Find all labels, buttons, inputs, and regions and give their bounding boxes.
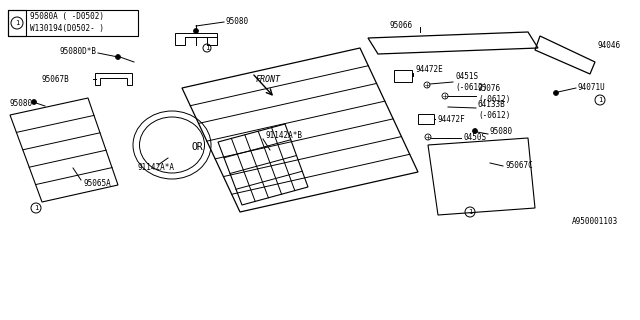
Text: A950001103: A950001103 (572, 218, 618, 227)
Text: 91142A*B: 91142A*B (265, 132, 302, 140)
Text: 1: 1 (205, 45, 209, 51)
Circle shape (31, 100, 36, 105)
Text: 95080: 95080 (490, 127, 513, 137)
Text: 91142A*A: 91142A*A (138, 163, 175, 172)
Circle shape (115, 54, 120, 60)
Text: 95066: 95066 (390, 21, 413, 30)
Text: 94472F: 94472F (437, 115, 465, 124)
Circle shape (193, 28, 198, 34)
Text: W130194(D0502- ): W130194(D0502- ) (30, 23, 104, 33)
Text: 0450S: 0450S (463, 133, 486, 142)
Circle shape (472, 129, 477, 133)
Bar (8, 10, 138, 36)
Text: 1: 1 (598, 97, 602, 103)
Text: 95067B: 95067B (42, 75, 70, 84)
Text: 95080: 95080 (226, 17, 249, 26)
Text: FRONT: FRONT (256, 76, 281, 84)
Text: 95080D*B: 95080D*B (60, 47, 97, 57)
Text: 95065A: 95065A (83, 179, 111, 188)
Text: 0451S
(-0612): 0451S (-0612) (455, 72, 488, 92)
Text: 95080A ( -D0502): 95080A ( -D0502) (30, 12, 104, 21)
Text: 95080: 95080 (10, 100, 33, 108)
Text: 64133B
(-0612): 64133B (-0612) (478, 100, 510, 120)
Text: 95076
(-0612): 95076 (-0612) (478, 84, 510, 104)
Text: 1: 1 (15, 20, 19, 26)
Text: OR: OR (192, 142, 204, 152)
Text: 94071U: 94071U (578, 83, 605, 92)
Text: 1: 1 (34, 205, 38, 211)
Bar (8, 10, 26, 36)
Circle shape (554, 91, 559, 95)
Text: 95067C: 95067C (505, 161, 532, 170)
Text: 94472E: 94472E (415, 66, 443, 75)
Text: 1: 1 (468, 209, 472, 215)
Text: 94046: 94046 (597, 41, 620, 50)
